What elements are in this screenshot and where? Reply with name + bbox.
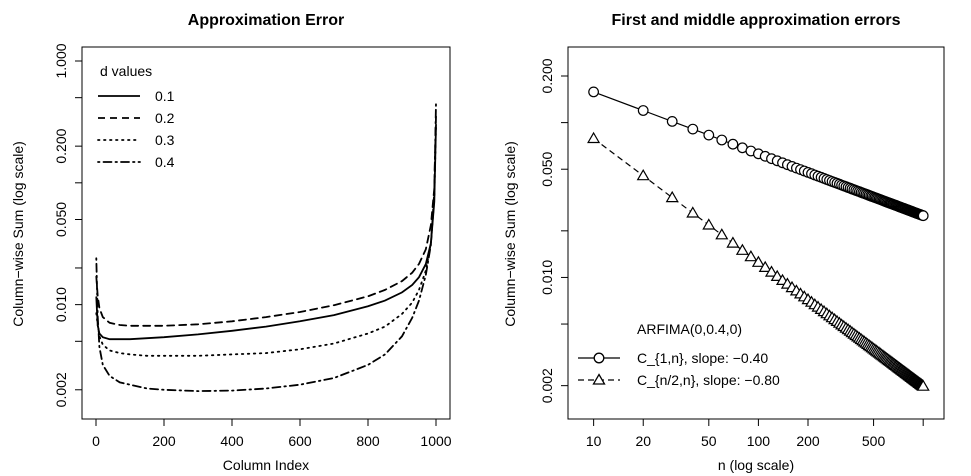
right-legend-label-1: C_{n/2,n}, slope: −0.80	[637, 372, 780, 388]
left-chart: Approximation Error 0 200 400 600 800 1000 0.…	[10, 12, 452, 473]
left-legend-title: d values	[100, 63, 152, 79]
right-legend-title: ARFIMA(0,0.4,0)	[637, 321, 742, 337]
legend-label-0: 0.1	[155, 88, 175, 104]
right-legend-marker-1	[592, 373, 606, 385]
right-series-0-point	[917, 210, 929, 222]
left-series-line-0	[95, 123, 437, 341]
left-series-line-1	[95, 115, 437, 327]
right-x-tick-label: 100	[747, 433, 771, 449]
left-x-axis: 0 200 400 600 800 1000	[92, 418, 452, 449]
right-series-1-point	[744, 250, 758, 262]
right-y-tick-label: 0.002	[539, 368, 555, 403]
legend-label-1: 0.2	[155, 110, 175, 126]
right-chart-title: First and middle approximation errors	[612, 12, 901, 29]
left-x-tick-label: 400	[220, 433, 244, 449]
right-series-1-point	[764, 265, 779, 277]
left-plot-frame	[81, 46, 451, 420]
left-y-tick-label: 0.002	[53, 372, 69, 407]
left-x-axis-label: Column Index	[223, 457, 309, 473]
right-series-0-point	[727, 138, 739, 150]
right-series-0-point	[666, 115, 678, 127]
right-chart: First and middle approximation errors 10…	[502, 12, 945, 473]
legend-label-3: 0.4	[155, 154, 175, 170]
left-x-tick-label: 200	[152, 433, 176, 449]
left-x-tick-label: 0	[92, 433, 100, 449]
left-legend: d values 0.1 0.2 0.3 0.4	[97, 63, 175, 170]
left-y-tick-label: 0.050	[53, 202, 69, 237]
right-series-1-point	[686, 206, 700, 218]
right-x-tick-label: 50	[701, 433, 717, 449]
left-series-line-3	[95, 102, 437, 393]
right-legend-label-0: C_{1,n}, slope: −0.40	[637, 350, 768, 366]
right-legend: ARFIMA(0,0.4,0) C_{1,n}, slope: −0.40 C_…	[578, 321, 780, 388]
right-x-tick-label: 10	[586, 433, 602, 449]
right-series-1-point	[715, 228, 729, 240]
left-x-tick-label: 800	[356, 433, 380, 449]
right-x-tick-label: 20	[635, 433, 651, 449]
left-chart-title: Approximation Error	[188, 12, 344, 29]
right-series-0-point	[588, 86, 599, 98]
right-y-axis-label: Column−wise Sum (log scale)	[502, 141, 518, 327]
right-series-0-point	[687, 123, 699, 135]
right-series-1-point	[770, 269, 784, 281]
left-x-tick-label: 1000	[420, 433, 451, 449]
right-y-tick-label: 0.050	[539, 151, 555, 186]
right-series-1-point	[751, 255, 765, 267]
right-series-0-point	[637, 105, 649, 116]
right-series-1-point	[758, 260, 772, 272]
right-series-1-point	[916, 379, 930, 391]
right-series-1-point	[665, 190, 679, 203]
right-x-axis: 10 20 50 100 200 500	[586, 418, 924, 449]
right-series-1-point	[636, 169, 650, 181]
right-legend-marker-0	[593, 352, 605, 364]
left-y-tick-label: 0.010	[53, 287, 69, 322]
left-x-tick-label: 600	[288, 433, 312, 449]
left-y-tick-label: 1.000	[53, 43, 69, 78]
right-y-tick-label: 0.010	[539, 260, 555, 295]
right-x-axis-label: n (log scale)	[718, 457, 794, 473]
left-series-line-2	[95, 123, 437, 357]
left-y-axis: 0.002 0.010 0.050 0.200 1.000	[53, 43, 83, 407]
right-series-1-point	[735, 243, 749, 255]
right-series-1-point	[587, 131, 601, 144]
right-series-1-point	[726, 236, 740, 248]
right-x-tick-label: 500	[862, 433, 886, 449]
right-x-tick-label: 200	[796, 433, 820, 449]
right-series-1-point	[702, 218, 716, 230]
left-plot-area	[95, 102, 437, 393]
right-series-0-point	[703, 129, 715, 141]
right-series-0-point	[716, 134, 728, 146]
left-y-axis-label: Column−wise Sum (log scale)	[10, 141, 26, 327]
right-y-axis: 0.002 0.010 0.050 0.200	[539, 58, 569, 403]
right-plot-area	[587, 86, 930, 391]
legend-label-2: 0.3	[155, 132, 175, 148]
left-y-tick-label: 0.200	[53, 128, 69, 163]
right-y-tick-label: 0.200	[539, 58, 555, 93]
